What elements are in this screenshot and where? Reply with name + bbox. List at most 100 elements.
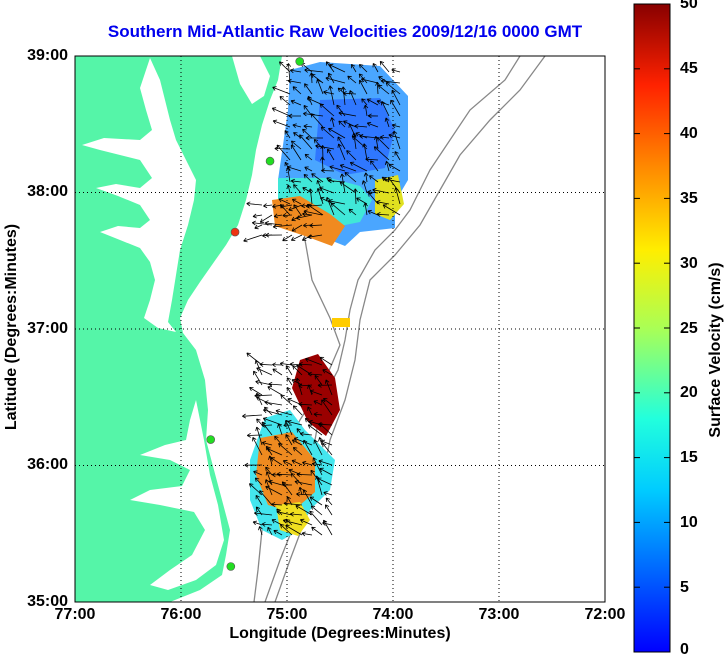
velocity-arrow: [373, 146, 390, 161]
colorbar-tick-label: 15: [680, 449, 698, 466]
velocity-arrow: [243, 234, 263, 243]
velocity-arrow: [315, 143, 335, 150]
velocity-arrow: [320, 126, 335, 139]
velocity-arrow: [259, 490, 273, 506]
velocity-arrow: [362, 143, 368, 161]
velocity-arrow: [288, 113, 301, 119]
velocity-arrow: [291, 379, 303, 386]
velocity-arrow: [307, 234, 323, 240]
velocity-arrow: [261, 421, 273, 436]
velocity-arrow: [296, 491, 313, 497]
velocity-arrow: [267, 526, 273, 536]
x-tick-label: 76:00: [160, 606, 202, 623]
velocity-arrow: [318, 422, 333, 436]
velocity-arrow: [319, 186, 335, 194]
velocity-arrow: [325, 497, 333, 506]
velocity-arrow: [304, 67, 324, 73]
pamlico-sound: [130, 400, 224, 590]
velocity-patch-north-yellow: [375, 175, 404, 220]
velocity-arrow: [254, 510, 273, 516]
velocity-arrow: [388, 133, 401, 139]
velocity-arrow: [341, 86, 346, 106]
velocity-arrow: [379, 134, 390, 140]
velocity-arrow: [290, 140, 302, 150]
velocity-arrow: [265, 445, 273, 456]
velocity-arrow: [303, 209, 323, 216]
velocity-arrow: [391, 89, 401, 106]
velocity-arrow: [304, 166, 313, 172]
velocity-arrow: [319, 356, 333, 366]
velocity-arrow: [388, 163, 401, 172]
velocity-arrow: [261, 441, 273, 446]
velocity-arrow: [288, 468, 303, 476]
velocity-arrow: [299, 431, 313, 437]
colorbar-tick-label: 50: [680, 0, 698, 12]
velocity-arrow: [338, 120, 346, 128]
velocity-arrow: [256, 396, 273, 406]
velocity-arrow: [273, 529, 283, 536]
colorbar-tick-label: 40: [680, 125, 698, 142]
velocity-arrow: [272, 368, 283, 376]
velocity-arrow: [327, 178, 346, 184]
station-marker: [265, 156, 275, 166]
velocity-arrow: [363, 172, 369, 183]
velocity-arrow: [291, 459, 303, 466]
velocity-arrow: [280, 524, 293, 536]
velocity-arrow: [255, 392, 263, 406]
velocity-arrow: [301, 531, 313, 537]
velocity-arrow: [259, 214, 273, 223]
velocity-arrow: [282, 212, 293, 218]
station-marker: [230, 227, 240, 237]
velocity-arrow: [329, 165, 346, 172]
velocity-arrow: [307, 371, 323, 377]
velocity-arrow: [337, 136, 346, 150]
x-tick-label: 73:00: [478, 606, 520, 623]
colorbar-tick-label: 5: [680, 579, 689, 596]
velocity-arrow: [258, 526, 263, 536]
velocity-arrow: [259, 362, 273, 367]
velocity-arrow: [264, 479, 273, 496]
velocity-arrow: [309, 510, 323, 526]
velocity-arrow: [349, 161, 368, 172]
velocity-arrow: [290, 234, 303, 241]
velocity-arrow: [302, 460, 313, 466]
velocity-arrow: [307, 384, 313, 396]
velocity-arrow: [323, 90, 335, 95]
y-axis-label: Latitude (Degrees:Minutes): [3, 223, 20, 431]
velocity-arrow: [307, 406, 313, 416]
velocity-arrow: [304, 153, 313, 161]
velocity-arrow: [267, 386, 283, 396]
velocity-arrow: [298, 361, 313, 367]
velocity-arrow: [318, 459, 333, 466]
velocity-arrow: [252, 437, 263, 456]
velocity-arrow: [309, 389, 323, 396]
velocity-arrow: [310, 113, 324, 128]
velocity-arrow: [272, 203, 283, 209]
velocity-arrow: [327, 72, 335, 84]
velocity-arrow: [303, 439, 313, 456]
velocity-arrow: [292, 86, 302, 95]
velocity-arrow: [265, 485, 283, 496]
velocity-arrow: [391, 123, 401, 129]
velocity-patch-isolated: [332, 318, 350, 327]
velocity-patch-south-dark-red: [292, 354, 340, 436]
velocity-arrow: [279, 61, 291, 73]
velocity-arrow: [309, 223, 323, 228]
grid-lines: [75, 56, 605, 602]
velocity-arrow: [291, 198, 302, 205]
station-marker: [226, 562, 236, 571]
velocity-arrow: [330, 202, 346, 216]
velocity-arrow: [365, 156, 379, 162]
velocity-arrow: [285, 524, 303, 536]
velocity-arrow: [255, 426, 263, 446]
velocity-arrow: [318, 437, 323, 446]
velocity-arrow: [271, 502, 283, 507]
velocity-arrow: [330, 117, 335, 128]
velocity-arrow: [272, 224, 293, 229]
velocity-arrow: [298, 402, 313, 407]
velocity-arrow: [292, 365, 303, 376]
velocity-arrow: [277, 423, 283, 436]
velocity-arrow: [325, 76, 346, 84]
velocity-arrow: [265, 471, 273, 486]
velocity-arrow: [317, 382, 333, 388]
